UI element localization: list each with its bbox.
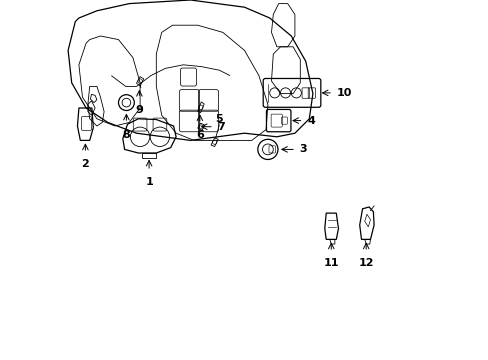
Text: 5: 5	[215, 114, 223, 124]
Text: 4: 4	[306, 116, 314, 126]
Text: 9: 9	[135, 105, 143, 115]
Text: 11: 11	[323, 258, 338, 269]
Text: 8: 8	[122, 130, 130, 140]
Text: 7: 7	[217, 122, 225, 132]
Text: 3: 3	[299, 144, 306, 154]
Text: 6: 6	[196, 130, 203, 140]
Text: 1: 1	[145, 177, 153, 188]
Text: 10: 10	[336, 88, 351, 98]
Text: 12: 12	[358, 258, 373, 269]
Text: 2: 2	[81, 159, 89, 170]
